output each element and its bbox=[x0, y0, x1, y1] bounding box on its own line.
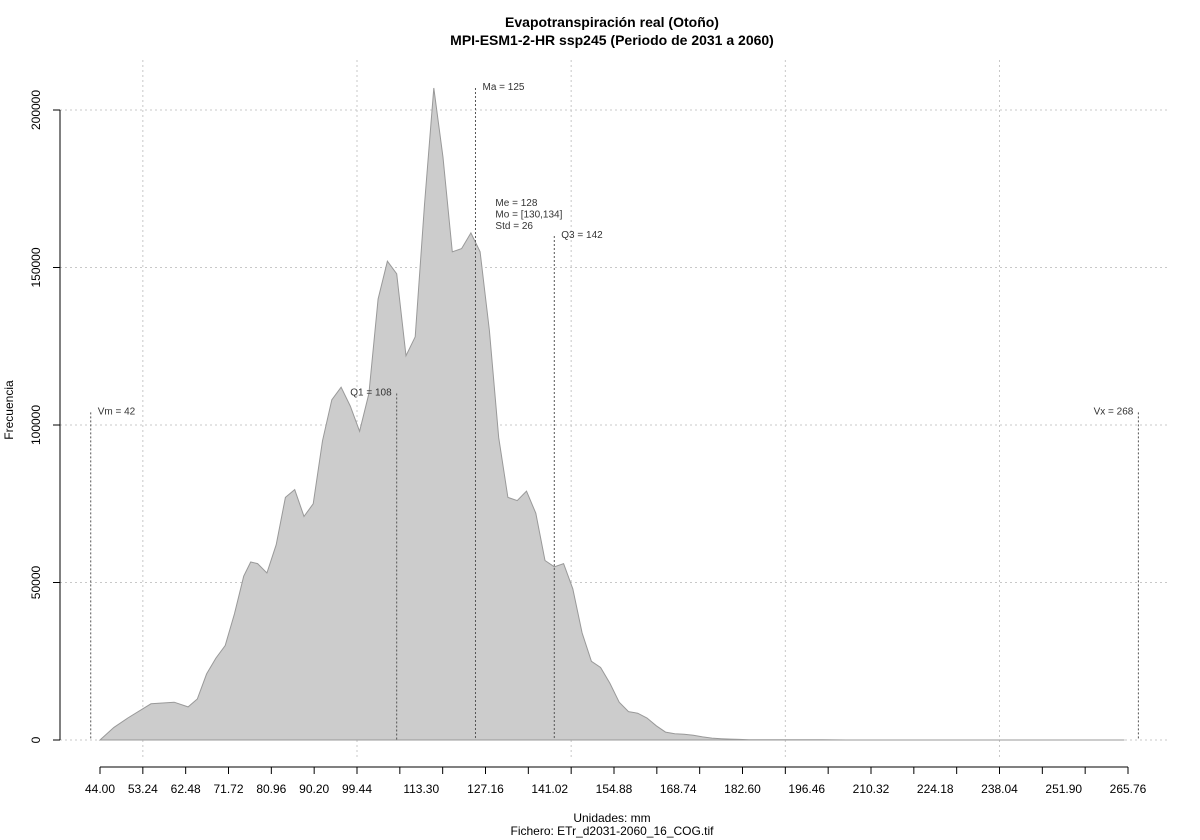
x-tick-label: 238.04 bbox=[981, 782, 1018, 796]
y-tick-label: 50000 bbox=[29, 565, 43, 599]
x-tick-label: 154.88 bbox=[596, 782, 633, 796]
marker-label: Q1 = 108 bbox=[350, 388, 392, 399]
x-tick-label: 196.46 bbox=[788, 782, 825, 796]
y-ticks: 0 50000 100000 150000 200000 bbox=[29, 90, 60, 743]
x-tick-label: 168.74 bbox=[660, 782, 697, 796]
stats-label: Mo = [130,134] bbox=[495, 210, 562, 221]
x-tick-label: 44.00 bbox=[85, 782, 115, 796]
x-ticks: 44.00 53.24 62.48 71.72 80.96 90.20 99.44 113.3… bbox=[85, 767, 1147, 796]
file-name-caption: Fichero: ETr_d2031-2060_16_COG.tif bbox=[511, 824, 715, 838]
x-tick-label: 210.32 bbox=[853, 782, 890, 796]
x-tick-label: 53.24 bbox=[128, 782, 158, 796]
marker-label: Ma = 125 bbox=[482, 82, 524, 93]
chart-title: Evapotranspiración real (Otoño) bbox=[505, 14, 719, 30]
density-area bbox=[98, 87, 1125, 741]
stats-label: Std = 26 bbox=[495, 221, 533, 232]
y-tick-label: 100000 bbox=[29, 405, 43, 445]
x-tick-label: 90.20 bbox=[299, 782, 329, 796]
stats-label: Me = 128 bbox=[495, 198, 537, 209]
marker-label: Vx = 268 bbox=[1094, 406, 1134, 417]
x-tick-label: 127.16 bbox=[467, 782, 504, 796]
x-tick-label: 251.90 bbox=[1045, 782, 1082, 796]
x-tick-label: 80.96 bbox=[256, 782, 286, 796]
marker-label: Q3 = 142 bbox=[561, 230, 603, 241]
y-tick-label: 0 bbox=[29, 736, 43, 743]
marker-label: Vm = 42 bbox=[98, 406, 136, 417]
x-tick-label: 113.30 bbox=[403, 782, 439, 796]
x-tick-label: 265.76 bbox=[1110, 782, 1147, 796]
x-tick-label: 62.48 bbox=[171, 782, 201, 796]
statistic-markers: Vm = 42 Q1 = 108 Ma = 125 Q3 = 142 Vx = 268 bbox=[90, 82, 1139, 740]
x-tick-label: 71.72 bbox=[213, 782, 243, 796]
chart-subtitle: MPI-ESM1-2-HR ssp245 (Periodo de 2031 a … bbox=[450, 32, 774, 48]
x-axis-title: Unidades: mm bbox=[573, 811, 650, 825]
x-tick-label: 99.44 bbox=[342, 782, 372, 796]
y-axis-title: Frecuencia bbox=[2, 380, 16, 440]
y-tick-label: 150000 bbox=[29, 247, 43, 287]
y-tick-label: 200000 bbox=[29, 90, 43, 130]
x-tick-label: 182.60 bbox=[724, 782, 761, 796]
x-tick-label: 224.18 bbox=[917, 782, 954, 796]
x-tick-label: 141.02 bbox=[531, 782, 568, 796]
